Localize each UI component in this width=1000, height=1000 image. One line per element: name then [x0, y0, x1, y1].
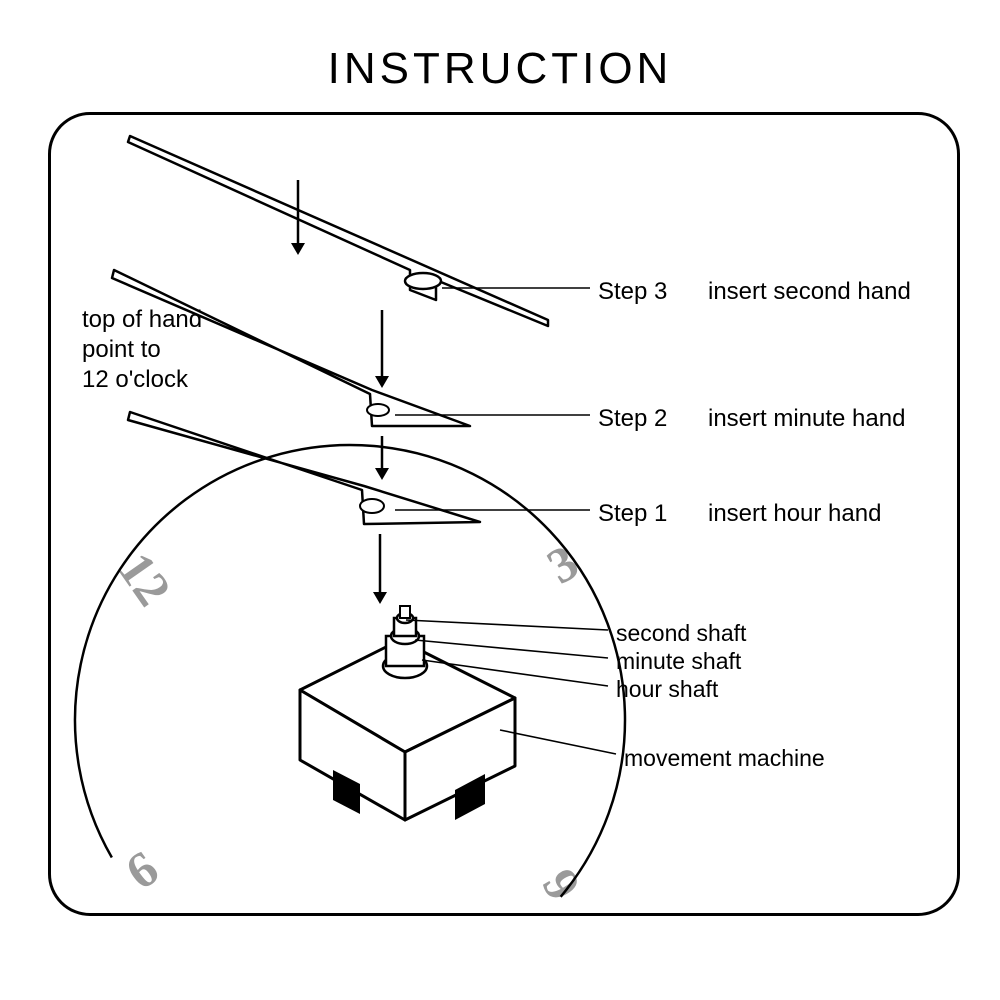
diagram-svg: [0, 0, 1000, 1000]
